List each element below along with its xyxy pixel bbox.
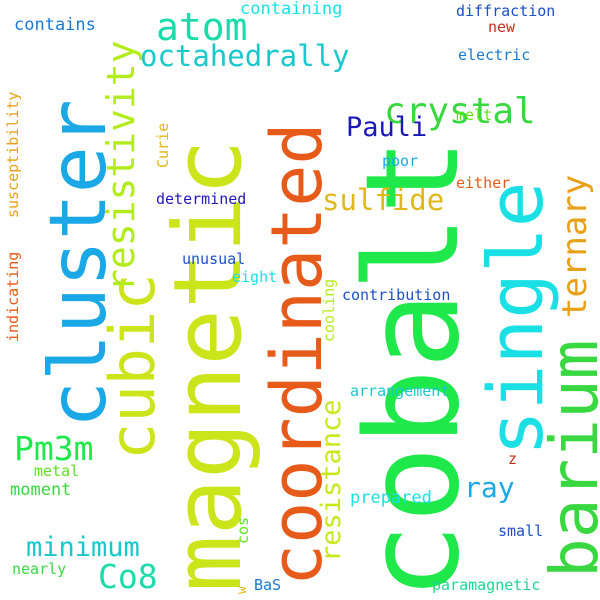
word-cooling: cooling: [320, 278, 338, 342]
word-diffraction: diffraction: [456, 2, 556, 20]
word-octahedrally: ternary: [555, 174, 595, 318]
word-cubic: cubic: [96, 273, 169, 460]
word-resistivity: resistivity: [99, 40, 143, 292]
word-co8: Co8: [98, 557, 158, 596]
word-susceptibility: susceptibility: [4, 91, 22, 218]
word-melt: melt: [456, 106, 493, 124]
word-cos: cos: [234, 516, 252, 544]
word-crystal: crystal: [384, 91, 536, 132]
word-small: small: [498, 522, 544, 540]
word-eight: eight: [232, 268, 278, 286]
word-ray: ray: [464, 471, 515, 504]
word-bas: BaS: [254, 576, 282, 594]
word-either: either: [456, 174, 511, 192]
word-arrangement: arrangement: [350, 382, 450, 400]
word-contribution: contribution: [342, 286, 451, 304]
word-indicating: indicating: [4, 251, 22, 342]
word-ternary: octahedrally: [140, 39, 350, 73]
word-minimum: minimum: [26, 532, 140, 563]
word-z: z: [508, 450, 518, 468]
word-contains: contains: [14, 15, 96, 35]
word-new: new: [488, 18, 516, 36]
word-paramagnetic: paramagnetic: [432, 576, 541, 594]
word-nearly: nearly: [12, 560, 67, 578]
word-electric: electric: [458, 46, 531, 64]
word-resistance: resistance: [316, 399, 347, 562]
word-determined: determined: [156, 190, 247, 208]
word-containing: containing: [240, 0, 343, 19]
word-curie: Curie: [154, 122, 172, 168]
word-pm3m: Pm3m: [14, 429, 94, 468]
word-w: w: [235, 586, 250, 594]
word-unusual: unusual: [182, 250, 246, 268]
word-sulfide: sulfide: [322, 183, 445, 217]
word-pauli: Pauli: [346, 112, 428, 143]
word-prepared: prepared: [350, 488, 432, 508]
word-moment: moment: [10, 480, 72, 500]
word-atom: atom: [156, 5, 248, 49]
word-metal: metal: [34, 462, 80, 480]
word-poor: poor: [382, 152, 419, 170]
word-barium: barium: [536, 339, 600, 578]
